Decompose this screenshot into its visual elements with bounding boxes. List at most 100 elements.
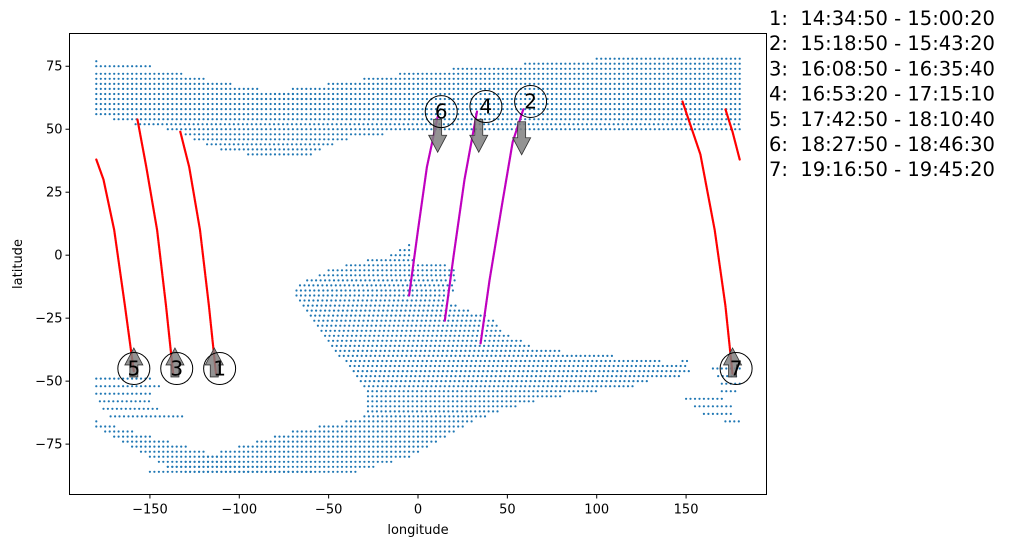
land-point: [325, 299, 328, 302]
land-point: [631, 57, 634, 60]
land-point: [323, 87, 326, 90]
land-point: [278, 435, 281, 438]
land-point: [613, 97, 616, 101]
land-point: [228, 123, 231, 126]
land-point: [425, 274, 428, 277]
land-point: [251, 133, 254, 136]
land-point: [372, 97, 375, 101]
land-point: [452, 67, 455, 70]
land-point: [402, 294, 405, 297]
land-point: [242, 450, 245, 453]
land-point: [300, 97, 303, 101]
land-point: [662, 57, 665, 60]
land-point: [184, 82, 187, 85]
land-point: [193, 133, 196, 136]
land-point: [609, 67, 612, 70]
land-point: [475, 72, 478, 75]
land-point: [157, 450, 160, 453]
land-point: [448, 314, 451, 317]
land-point: [500, 344, 504, 347]
land-point: [117, 385, 120, 388]
land-point: [406, 349, 409, 352]
land-point: [698, 92, 701, 96]
land-point: [689, 397, 692, 400]
land-point: [376, 118, 379, 121]
land-point: [394, 359, 397, 363]
land-point: [349, 339, 353, 342]
land-point: [401, 324, 404, 327]
land-point: [729, 62, 732, 65]
land-point: [430, 415, 433, 418]
land-point: [312, 299, 315, 302]
land-point: [354, 465, 357, 468]
land-point: [725, 412, 728, 415]
land-point: [399, 450, 402, 453]
land-point: [157, 102, 160, 106]
land-point: [537, 97, 540, 101]
land-point: [273, 92, 277, 96]
land-point: [405, 329, 408, 332]
land-point: [273, 102, 277, 106]
land-point: [509, 123, 512, 126]
land-point: [215, 138, 218, 141]
land-point: [139, 392, 143, 395]
land-point: [716, 87, 719, 90]
land-point: [229, 118, 232, 121]
land-point: [166, 465, 169, 468]
land-point: [492, 395, 495, 398]
land-point: [423, 329, 426, 332]
land-point: [698, 77, 701, 80]
land-point: [430, 72, 433, 75]
land-point: [506, 102, 509, 106]
land-point: [135, 377, 138, 380]
land-point: [429, 344, 432, 347]
land-point: [299, 123, 302, 126]
land-point: [455, 349, 458, 352]
land-point: [338, 329, 341, 332]
land-point: [421, 359, 424, 363]
land-point: [515, 77, 518, 80]
land-point: [693, 97, 697, 101]
land-point: [443, 72, 446, 75]
land-point: [393, 294, 396, 297]
land-point: [626, 97, 630, 101]
land-point: [501, 82, 504, 85]
land-point: [269, 148, 272, 151]
land-point: [122, 108, 125, 111]
land-point: [251, 128, 254, 131]
land-point: [616, 370, 619, 373]
land-point: [345, 269, 348, 272]
land-point: [366, 123, 370, 126]
land-point: [601, 380, 604, 383]
land-point: [550, 359, 554, 363]
land-point: [643, 123, 647, 126]
land-point: [385, 339, 388, 342]
land-point: [264, 123, 267, 126]
land-point: [452, 102, 455, 106]
land-point: [395, 380, 398, 383]
land-point: [304, 294, 307, 297]
land-point: [602, 370, 606, 373]
land-point: [520, 380, 523, 383]
land-point: [470, 359, 473, 363]
land-point: [372, 274, 375, 277]
land-point: [568, 77, 572, 80]
land-point: [104, 102, 107, 106]
land-point: [389, 405, 392, 408]
land-point: [403, 77, 406, 80]
land-point: [526, 349, 530, 352]
land-point: [198, 97, 201, 101]
land-point: [515, 87, 518, 90]
land-point: [242, 133, 245, 136]
land-point: [318, 274, 321, 277]
land-point: [720, 102, 723, 106]
land-point: [265, 113, 268, 116]
land-point: [434, 97, 437, 101]
land-point: [206, 143, 209, 146]
land-point: [347, 304, 350, 307]
legend-entry: 7: 19:16:50 - 19:45:20: [769, 158, 995, 181]
land-point: [693, 397, 697, 400]
land-point: [559, 67, 563, 70]
land-point: [631, 108, 634, 111]
x-tick-label: 0: [414, 503, 422, 518]
